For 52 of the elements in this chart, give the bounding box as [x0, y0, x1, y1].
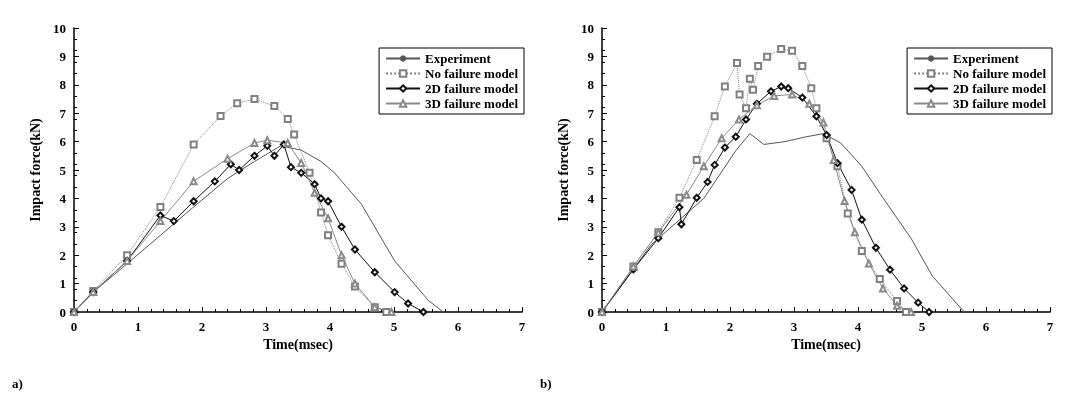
legend-label: 2D failure model	[425, 81, 519, 96]
legend-label: 3D failure model	[953, 96, 1047, 111]
x-tick-label: 0	[70, 319, 78, 334]
y-tick-label: 1	[587, 276, 594, 292]
y-tick-label: 0	[59, 304, 66, 320]
y-tick-label: 9	[587, 48, 595, 64]
x-tick-label: 1	[134, 319, 142, 334]
x-tick-label: 5	[918, 319, 926, 334]
y-tick-label: 6	[59, 134, 67, 150]
legend-label: 3D failure model	[425, 96, 519, 111]
x-axis-title: Time(msec)	[263, 337, 334, 354]
x-tick-label: 4	[854, 319, 862, 334]
y-tick-label: 3	[587, 219, 595, 235]
x-tick-label: 6	[982, 319, 990, 334]
y-tick-label: 5	[587, 162, 595, 178]
x-tick-label: 7	[1046, 319, 1054, 334]
y-tick-label: 8	[59, 77, 67, 93]
legend-label: No failure model	[425, 66, 519, 81]
x-tick-label: 1	[662, 319, 670, 334]
x-tick-label: 4	[326, 319, 334, 334]
x-tick-label: 0	[598, 319, 606, 334]
x-tick-label: 5	[390, 319, 398, 334]
y-tick-label: 9	[59, 48, 67, 64]
x-tick-label: 3	[262, 319, 270, 334]
text: a)	[12, 376, 23, 391]
y-tick-label: 7	[59, 105, 67, 121]
y-axis-title: Impact force(kN)	[27, 117, 44, 222]
x-tick-label: 6	[454, 319, 462, 334]
y-tick-label: 10	[581, 20, 594, 36]
x-axis-title: Time(msec)	[791, 337, 862, 354]
x-tick-label: 2	[198, 319, 206, 334]
y-tick-label: 4	[59, 190, 67, 206]
x-tick-label: 2	[726, 319, 734, 334]
y-tick-label: 8	[587, 77, 595, 93]
y-tick-label: 4	[587, 190, 595, 206]
y-tick-label: 1	[59, 276, 66, 292]
x-tick-label: 3	[790, 319, 798, 334]
y-tick-label: 10	[53, 20, 66, 36]
legend-label: No failure model	[953, 66, 1047, 81]
legend-label: Experiment	[425, 51, 492, 66]
legend-label: 2D failure model	[953, 81, 1047, 96]
legend-label: Experiment	[953, 51, 1020, 66]
y-tick-label: 7	[587, 105, 595, 121]
y-tick-label: 0	[587, 304, 594, 320]
y-tick-label: 6	[587, 134, 595, 150]
text: b)	[540, 376, 552, 391]
y-tick-label: 5	[59, 162, 67, 178]
y-axis-title: Impact force(kN)	[555, 117, 572, 222]
y-tick-label: 3	[59, 219, 67, 235]
y-tick-label: 2	[59, 247, 66, 263]
y-tick-label: 2	[587, 247, 594, 263]
x-tick-label: 7	[518, 319, 526, 334]
